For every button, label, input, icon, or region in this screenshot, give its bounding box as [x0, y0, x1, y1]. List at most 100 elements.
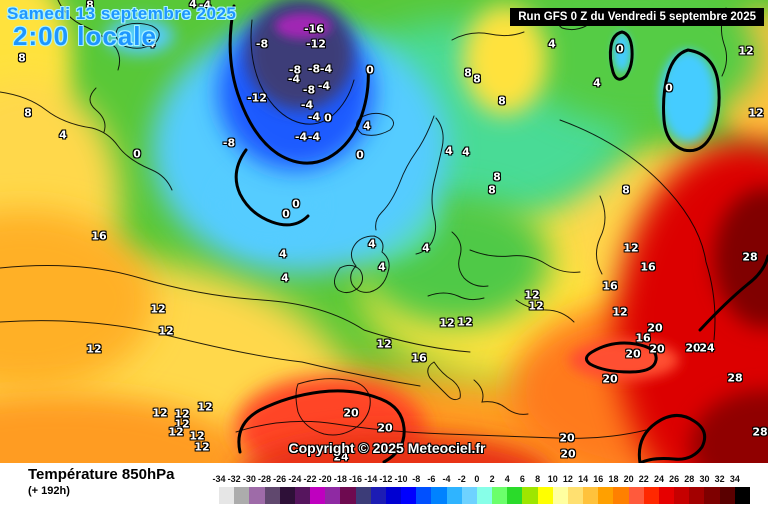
map-temp-label: 12 [612, 305, 628, 319]
map-temp-label: -4 [307, 110, 321, 124]
map-temp-label: -8 [302, 83, 316, 97]
forecast-date: Samedi 13 septembre 2025 [7, 4, 237, 23]
map-temp-label: 8 [473, 72, 481, 86]
map-temp-label: 16 [411, 351, 427, 365]
map-temp-label: 16 [91, 229, 107, 243]
border-line [469, 249, 581, 273]
map-temp-label: 12 [376, 337, 392, 351]
map-temp-label: 4 [548, 37, 556, 51]
map-temp-label: 12 [174, 417, 190, 431]
coastline [350, 235, 390, 293]
coastline [375, 115, 435, 231]
cold-pool-contour [608, 30, 634, 81]
coastline [0, 91, 173, 191]
coastline [356, 112, 394, 136]
map-temp-label: 4 [363, 119, 371, 133]
temperature-map [0, 0, 768, 463]
map-temp-label: 0 [133, 147, 141, 161]
coastline [427, 361, 461, 401]
map-temp-label: 8 [464, 66, 472, 80]
map-temp-label: 0 [665, 81, 673, 95]
map-temp-label: 4 [368, 237, 376, 251]
map-temp-label: 12 [457, 315, 473, 329]
map-temp-label: -12 [306, 37, 326, 51]
zero-isotherm-greenland [228, 4, 370, 165]
field-blob [613, 32, 631, 72]
map-temp-label: 16 [602, 279, 618, 293]
map-temp-label: -12 [247, 91, 267, 105]
field-blob [463, 5, 547, 115]
map-temp-label: 0 [292, 197, 300, 211]
map-temp-label: 12 [174, 407, 190, 421]
map-temp-label: 20 [377, 421, 393, 435]
map-temp-label: 16 [635, 331, 651, 345]
coastline [115, 22, 160, 49]
map-temp-label: -4 [294, 130, 308, 144]
border-line [596, 195, 606, 275]
forecast-local-time: 2:00 locale [13, 21, 157, 51]
coastline [57, 0, 121, 71]
temperature-field-blobs [0, 0, 768, 463]
map-temp-label: -8 [288, 63, 302, 77]
map-temp-label: 12 [528, 299, 544, 313]
isotherm-line [559, 119, 716, 341]
map-temp-label: 12 [168, 425, 184, 439]
map-temp-label: 12 [194, 440, 210, 454]
map-temp-label: 20 [647, 321, 663, 335]
coastline [451, 31, 525, 41]
coastline [235, 420, 647, 439]
map-temp-label: -4 [300, 98, 314, 112]
map-temp-label: 12 [524, 288, 540, 302]
map-temp-label: 8 [86, 0, 94, 12]
map-temp-label: 12 [158, 324, 174, 338]
map-temp-label: 28 [742, 250, 758, 264]
zero-isotherm-tongue [234, 148, 310, 227]
map-temp-label: 0 [324, 111, 332, 125]
thick-isotherm-contours [228, 4, 768, 463]
map-temp-label: 12 [189, 429, 205, 443]
map-temp-label: 12 [150, 302, 166, 316]
field-blob [0, 395, 250, 463]
map-temp-label: 20 [343, 406, 359, 420]
map-temp-label: 12 [197, 400, 213, 414]
map-temp-label: -4 [307, 130, 321, 144]
map-temp-label: 20 [625, 347, 641, 361]
warm-contour-east [698, 254, 768, 332]
map-temp-label: 24 [333, 450, 349, 464]
run-info-box: Run GFS 0 Z du Vendredi 5 septembre 2025 [510, 8, 764, 26]
map-temp-label: 4 [462, 145, 470, 159]
map-temp-label: 20 [559, 431, 575, 445]
map-temp-label: 28 [752, 425, 768, 439]
map-temp-label: 4 [281, 271, 289, 285]
map-temp-label: 4 [279, 247, 287, 261]
map-temp-label: 8 [498, 94, 506, 108]
border-line [515, 299, 575, 323]
map-temp-label: -4 [287, 72, 301, 86]
coastline [250, 19, 355, 125]
map-temp-label: -4 [198, 0, 212, 12]
map-temp-label: 4 [593, 76, 601, 90]
map-temp-label: 12 [86, 342, 102, 356]
map-temp-label: 4 [59, 128, 67, 142]
coastline [451, 231, 489, 287]
field-blob [660, 50, 716, 142]
cold-pool-contour [662, 48, 721, 153]
field-blob [691, 390, 768, 463]
map-temp-label: 8 [488, 183, 496, 197]
map-temp-label: 8 [622, 183, 630, 197]
map-temp-label: 8 [493, 170, 501, 184]
map-temp-label: 0 [356, 148, 364, 162]
map-title: Température 850hPa [28, 466, 175, 483]
map-temp-label: 12 [623, 241, 639, 255]
map-temp-label: 12 [439, 316, 455, 330]
map-temp-label: 12 [152, 406, 168, 420]
map-temp-label: 8 [24, 106, 32, 120]
forecast-lead-time: (+ 192h) [28, 485, 70, 497]
map-temp-label: -4 [319, 62, 333, 76]
map-temp-label: 0 [282, 207, 290, 221]
coastline [89, 87, 106, 133]
map-temp-label: 4 [422, 241, 430, 255]
map-temp-label: 16 [640, 260, 656, 274]
field-blob [244, 433, 546, 463]
